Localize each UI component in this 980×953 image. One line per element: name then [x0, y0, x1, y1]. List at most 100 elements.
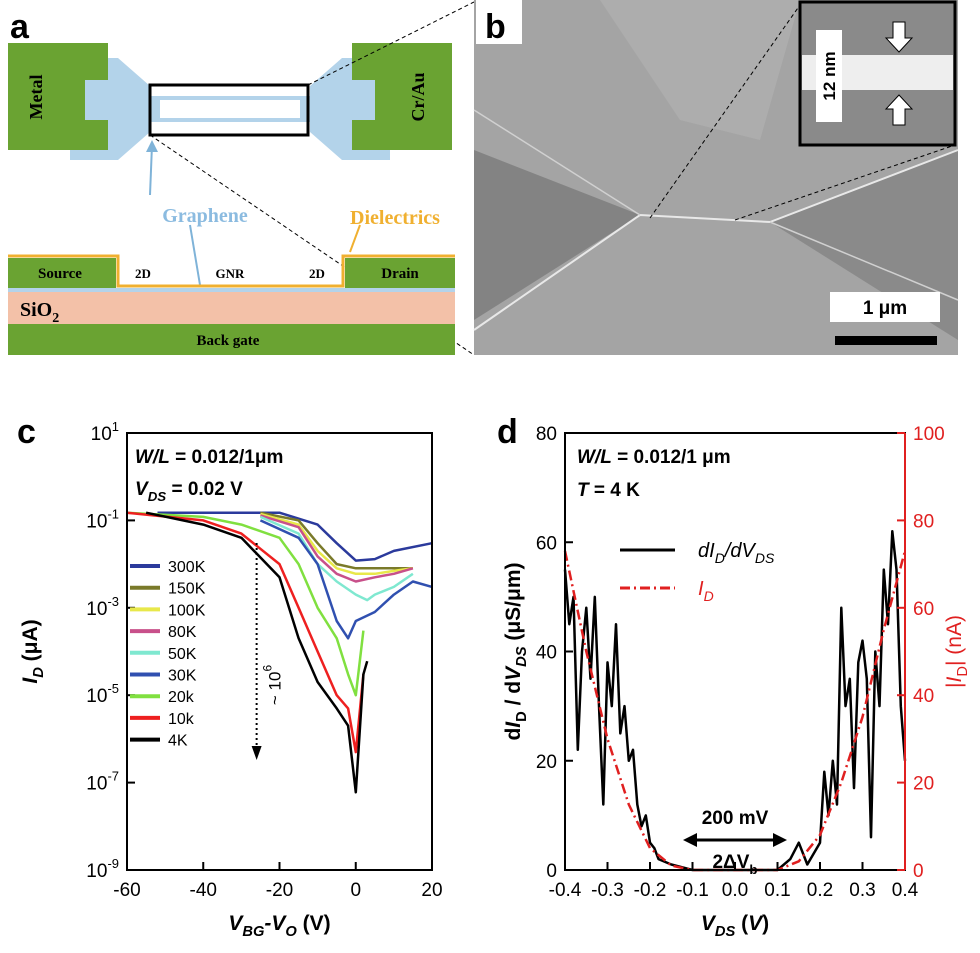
x-tick-label: 0 — [350, 880, 361, 901]
x-tick-label: -60 — [113, 880, 140, 901]
arrow — [884, 21, 914, 53]
text-part: I — [943, 676, 966, 682]
metal-pad — [8, 43, 108, 150]
annotation-arrowhead — [251, 746, 262, 760]
back-gate — [8, 324, 455, 355]
annotation: 2ΔVb — [712, 852, 757, 877]
text-part: T — [577, 480, 590, 501]
x-tick-label: -20 — [266, 880, 293, 901]
x-tick-label: 0.2 — [807, 880, 833, 901]
text-part: D — [704, 588, 714, 604]
label: Drain — [381, 266, 419, 282]
text-part: = 0.012/1μm — [170, 447, 284, 468]
y-tick-label: 10-3 — [86, 594, 119, 620]
text-part: W/L — [135, 447, 170, 468]
text-part: ( — [735, 912, 748, 935]
data-line — [260, 512, 414, 576]
edge — [473, 149, 959, 331]
text-part: = 0.02 V — [166, 479, 243, 500]
text-part: d — [502, 728, 525, 741]
text-part: (V) — [297, 912, 331, 935]
tick-base: 10 — [86, 774, 107, 795]
data-line — [259, 519, 433, 640]
text-part: -V — [264, 912, 287, 935]
y-tick-label: 20 — [536, 752, 557, 773]
arrow — [884, 94, 914, 126]
annotation: W/L = 0.012/1μm — [135, 447, 283, 468]
text-part: (μS/μm) — [502, 562, 525, 646]
y-tick-label: 10-1 — [86, 506, 119, 532]
annotation-arrowhead — [773, 833, 787, 847]
text-part: DS — [514, 646, 530, 667]
text-part: V — [228, 912, 244, 935]
panel-label: d — [497, 413, 518, 451]
y-tick-label: 0 — [546, 861, 557, 882]
drain — [345, 258, 455, 288]
y-tick-label: 80 — [536, 424, 557, 445]
x-axis-label: VDS (V) — [701, 912, 769, 940]
label: Cr/Au — [408, 73, 428, 122]
label: 2D — [309, 266, 325, 281]
edge — [473, 109, 959, 301]
label: SiO2 — [20, 299, 59, 326]
y-tick-label: 10-7 — [86, 769, 119, 795]
tick-base: 10 — [86, 861, 107, 882]
legend-label: 300K — [168, 559, 206, 576]
y2-tick-label: 100 — [913, 424, 945, 445]
annotation: T = 4 K — [577, 480, 640, 501]
text-part: ) — [762, 912, 769, 935]
zoom-line — [149, 134, 475, 356]
y2-tick-label: 80 — [913, 511, 934, 532]
graphene-layer — [8, 288, 455, 292]
data-line — [126, 511, 365, 754]
arrow — [349, 224, 361, 253]
legend-label: 30K — [168, 668, 197, 685]
tick-exponent: 1 — [112, 419, 119, 434]
x-tick-label: -0.4 — [549, 880, 582, 901]
text-part: V — [135, 479, 149, 500]
panel-label: a — [10, 8, 30, 46]
zoom-line — [649, 4, 801, 219]
label: Dielectrics — [350, 207, 440, 229]
label: Back gate — [197, 333, 260, 349]
text-part: V — [502, 665, 525, 681]
text-part: / d — [502, 681, 525, 711]
tick-exponent: -9 — [107, 856, 119, 871]
text-part: I — [19, 677, 42, 684]
tick-exponent: -1 — [107, 506, 119, 521]
y-tick-label: 60 — [536, 533, 557, 554]
x-tick-label: -0.3 — [591, 880, 624, 901]
legend-label: 20k — [168, 689, 195, 706]
x-axis-label: VBG-VO (V) — [228, 912, 330, 940]
zoom-line — [307, 1, 475, 86]
data-line — [126, 511, 365, 697]
tick-exponent: -7 — [107, 769, 119, 784]
data-line — [260, 511, 413, 570]
annotation: W/L = 0.012/1 μm — [577, 447, 731, 468]
text-part: D — [955, 666, 971, 677]
arrow-head — [146, 140, 158, 152]
label: 2D — [135, 266, 151, 281]
text-part: (μA) — [19, 619, 42, 667]
annotation: ~ 106 — [261, 665, 285, 706]
text-part: I — [698, 578, 704, 600]
scale-bar-label: 1 μm — [863, 298, 907, 319]
label-bg — [476, 0, 522, 44]
y-tick-label: 10-5 — [86, 681, 119, 707]
text-part: b — [749, 862, 757, 877]
text-part: D — [514, 711, 530, 722]
label: Source — [38, 266, 82, 282]
y2-tick-label: 60 — [913, 599, 934, 620]
text-part: 2 — [52, 311, 59, 326]
text-part: = 0.012/1 μm — [612, 447, 731, 468]
x-tick-label: -40 — [190, 880, 217, 901]
text-part: DS — [715, 924, 736, 940]
arrow — [149, 144, 153, 196]
shade — [474, 150, 640, 320]
text-part: D — [31, 667, 47, 678]
panel-label: c — [17, 413, 36, 451]
text-part: 6 — [261, 665, 275, 672]
tick-exponent: -5 — [107, 681, 119, 696]
label-bg — [830, 292, 940, 322]
